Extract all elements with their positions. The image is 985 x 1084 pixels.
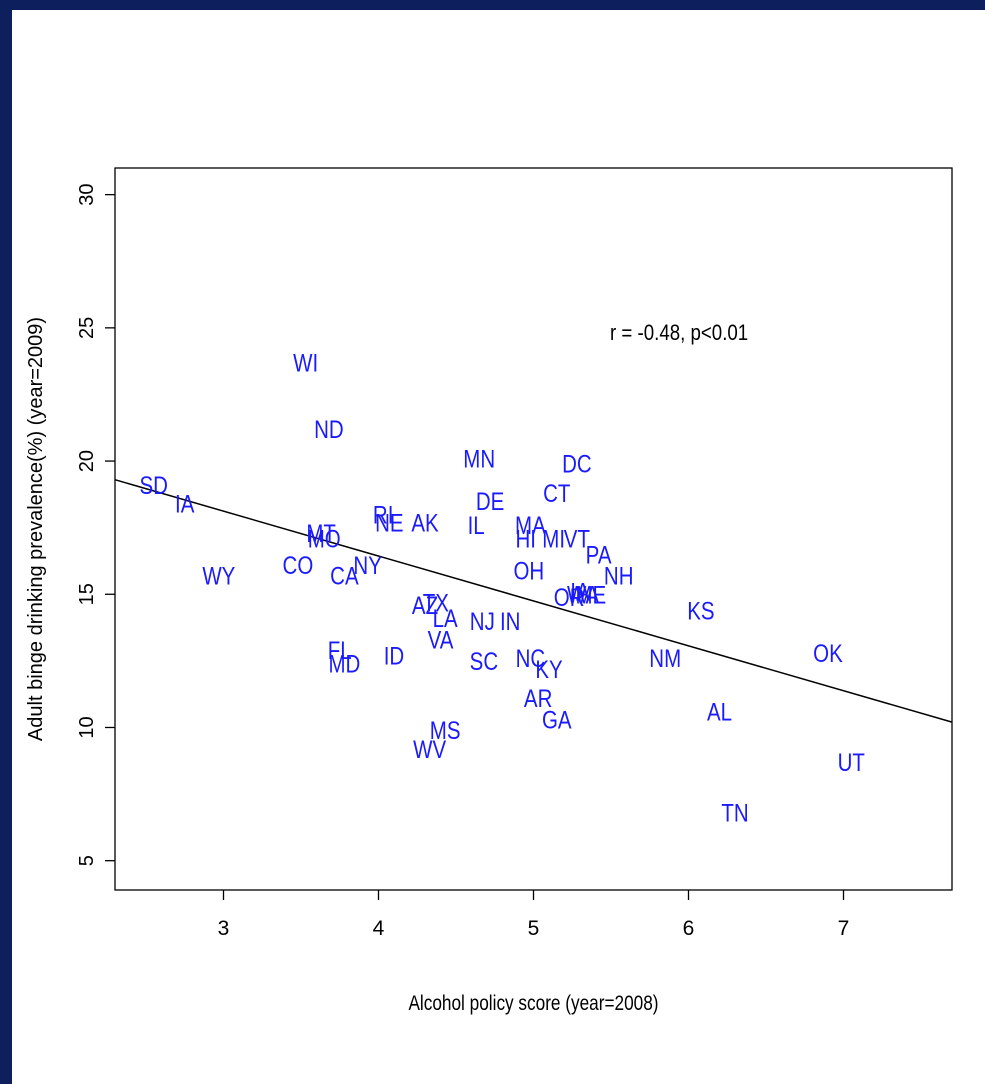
state-point-label: SC <box>470 647 498 675</box>
state-point-label: NC <box>516 644 546 672</box>
state-point-label: AR <box>524 684 552 712</box>
state-point-label: OR <box>554 583 585 611</box>
state-point-label: OK <box>813 639 843 667</box>
x-tick-label: 4 <box>373 917 385 940</box>
state-point-label: IA <box>570 578 590 606</box>
state-point-label: NH <box>604 562 634 590</box>
x-axis-label: Alcohol policy score (year=2008) <box>408 993 658 1016</box>
y-axis: 5 10 15 20 25 30 <box>76 184 115 866</box>
state-point-label: IN <box>500 607 521 635</box>
state-point-label: ND <box>314 415 344 443</box>
state-point-label: NM <box>649 644 681 672</box>
state-point-label: ID <box>384 642 405 670</box>
state-point-label: UT <box>838 748 865 776</box>
state-point-label: AK <box>411 508 438 536</box>
state-point-label: WI <box>293 349 318 377</box>
y-tick-label: 30 <box>76 184 98 206</box>
y-tick-label: 20 <box>76 450 98 472</box>
state-point-label: MN <box>463 444 495 472</box>
state-point-label: HI <box>515 524 536 552</box>
state-point-label: MD <box>328 650 360 678</box>
y-tick-label: 10 <box>76 716 98 738</box>
state-point-label: MS <box>430 716 461 744</box>
state-point-label: WA <box>567 580 600 608</box>
state-point-label: KY <box>535 655 562 683</box>
x-tick-label: 3 <box>218 917 230 940</box>
state-point-label: DC <box>562 450 592 478</box>
state-point-label: CT <box>543 479 570 507</box>
state-point-label: MI <box>542 524 565 552</box>
state-point-label: NE <box>375 508 403 536</box>
state-point-label: MO <box>308 524 341 552</box>
state-point-label: CA <box>330 562 359 590</box>
state-point-label: IA <box>175 490 195 518</box>
state-point-label: IL <box>468 511 485 539</box>
state-point-label: MT <box>306 519 336 547</box>
state-point-label: DE <box>476 487 504 515</box>
state-point-label: AZ <box>412 591 438 619</box>
state-point-label: CO <box>283 551 314 579</box>
state-point-label: ME <box>575 580 606 608</box>
state-point-label: NJ <box>470 607 495 635</box>
x-tick-label: 6 <box>683 917 695 940</box>
state-point-label: VA <box>428 626 454 654</box>
regression-line <box>114 478 953 723</box>
state-point-label: FL <box>328 636 352 664</box>
y-tick-label: 25 <box>76 317 98 339</box>
state-point-label: TN <box>721 799 748 827</box>
state-point-label: WY <box>202 562 235 590</box>
state-point-label: OH <box>513 556 544 584</box>
x-axis: 3 4 5 6 7 <box>218 890 850 940</box>
state-point-label: MA <box>515 511 546 539</box>
x-tick-label: 7 <box>838 917 850 940</box>
y-axis-label: Adult binge drinking prevalence(%) (year… <box>25 317 47 741</box>
state-point-label: NY <box>353 551 381 579</box>
state-point-label: PA <box>586 540 612 568</box>
state-point-label: GA <box>542 706 572 734</box>
state-point-label: KS <box>687 596 714 624</box>
state-point-label: AL <box>707 698 732 726</box>
state-point-label: SD <box>140 471 168 499</box>
y-tick-label: 5 <box>76 855 98 866</box>
state-point-label: WV <box>413 735 447 763</box>
correlation-annotation: r = -0.48, p<0.01 <box>610 322 748 346</box>
state-point-label: VT <box>564 524 590 552</box>
state-point-label: RI <box>373 500 394 528</box>
x-tick-label: 5 <box>528 917 540 940</box>
y-tick-label: 15 <box>76 583 98 605</box>
state-point-label: TX <box>423 588 449 616</box>
state-point-label: LA <box>433 604 459 632</box>
